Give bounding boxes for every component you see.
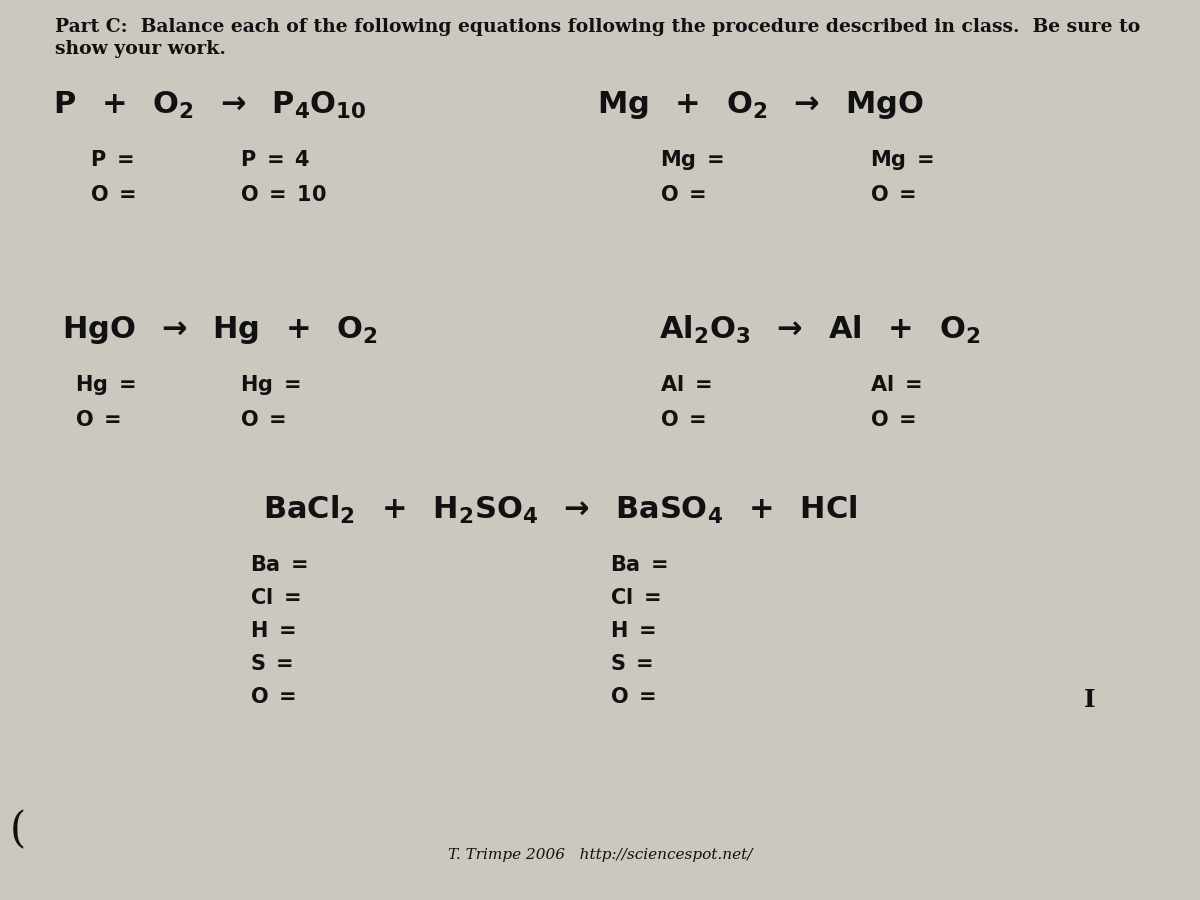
Text: $\mathbf{Mg\ \ +\ \ O_2\ \ \rightarrow\ \ MgO}$: $\mathbf{Mg\ \ +\ \ O_2\ \ \rightarrow\ … xyxy=(596,89,923,121)
Text: $\mathbf{O\ =\ 10}$: $\mathbf{O\ =\ 10}$ xyxy=(240,185,326,205)
Text: $\mathbf{O\ =}$: $\mathbf{O\ =}$ xyxy=(870,185,916,205)
Text: $\mathbf{Cl\ =}$: $\mathbf{Cl\ =}$ xyxy=(250,588,301,608)
Text: I: I xyxy=(1084,688,1096,712)
Text: Part C:  Balance each of the following equations following the procedure describ: Part C: Balance each of the following eq… xyxy=(55,18,1140,36)
Text: $\mathbf{Mg\ =}$: $\mathbf{Mg\ =}$ xyxy=(870,148,934,172)
Text: $\mathbf{O\ =}$: $\mathbf{O\ =}$ xyxy=(610,687,656,707)
Text: $\mathbf{O\ =}$: $\mathbf{O\ =}$ xyxy=(660,410,706,430)
Text: $\mathbf{O\ =}$: $\mathbf{O\ =}$ xyxy=(240,410,286,430)
Text: T. Trimpe 2006   http://sciencespot.net/: T. Trimpe 2006 http://sciencespot.net/ xyxy=(448,848,752,862)
Text: $\mathbf{O\ =}$: $\mathbf{O\ =}$ xyxy=(870,410,916,430)
Text: $\mathbf{Al\ =}$: $\mathbf{Al\ =}$ xyxy=(660,375,712,395)
Text: $\mathbf{O\ =}$: $\mathbf{O\ =}$ xyxy=(250,687,296,707)
Text: $\mathbf{Al_2O_3\ \ \rightarrow\ \ Al\ \ +\ \ O_2}$: $\mathbf{Al_2O_3\ \ \rightarrow\ \ Al\ \… xyxy=(659,314,980,346)
Text: $\mathbf{P\ =\ 4}$: $\mathbf{P\ =\ 4}$ xyxy=(240,150,310,170)
Text: $\mathbf{H\ =}$: $\mathbf{H\ =}$ xyxy=(250,621,295,641)
Text: $\mathbf{O\ =}$: $\mathbf{O\ =}$ xyxy=(90,185,136,205)
Text: $\mathbf{P\ \ +\ \ O_2\ \ \rightarrow\ \ P_4O_{10}}$: $\mathbf{P\ \ +\ \ O_2\ \ \rightarrow\ \… xyxy=(53,89,367,121)
Text: $\mathbf{S\ =}$: $\mathbf{S\ =}$ xyxy=(250,654,293,674)
Text: $\mathbf{Ba\ =}$: $\mathbf{Ba\ =}$ xyxy=(250,555,308,575)
Text: $\mathbf{BaCl_2\ \ +\ \ H_2SO_4\ \ \rightarrow\ \ BaSO_4\ \ +\ \ HCl}$: $\mathbf{BaCl_2\ \ +\ \ H_2SO_4\ \ \righ… xyxy=(263,494,857,526)
Text: $\mathbf{Mg\ =}$: $\mathbf{Mg\ =}$ xyxy=(660,148,724,172)
Text: $\mathbf{S\ =}$: $\mathbf{S\ =}$ xyxy=(610,654,653,674)
Text: show your work.: show your work. xyxy=(55,40,226,58)
Text: $\mathbf{Ba\ =}$: $\mathbf{Ba\ =}$ xyxy=(610,555,668,575)
Text: $\mathbf{Cl\ =}$: $\mathbf{Cl\ =}$ xyxy=(610,588,661,608)
Text: $\mathbf{O\ =}$: $\mathbf{O\ =}$ xyxy=(74,410,121,430)
Text: $\mathbf{Al\ =}$: $\mathbf{Al\ =}$ xyxy=(870,375,922,395)
Text: $\mathbf{H\ =}$: $\mathbf{H\ =}$ xyxy=(610,621,655,641)
Text: $\mathbf{P\ =}$: $\mathbf{P\ =}$ xyxy=(90,150,133,170)
Text: (: ( xyxy=(10,809,26,851)
Text: $\mathbf{Hg\ =}$: $\mathbf{Hg\ =}$ xyxy=(74,373,136,397)
Text: $\mathbf{Hg\ =}$: $\mathbf{Hg\ =}$ xyxy=(240,373,301,397)
Text: $\mathbf{O\ =}$: $\mathbf{O\ =}$ xyxy=(660,185,706,205)
Text: $\mathbf{HgO\ \ \rightarrow\ \ Hg\ \ +\ \ O_2}$: $\mathbf{HgO\ \ \rightarrow\ \ Hg\ \ +\ … xyxy=(62,314,378,346)
